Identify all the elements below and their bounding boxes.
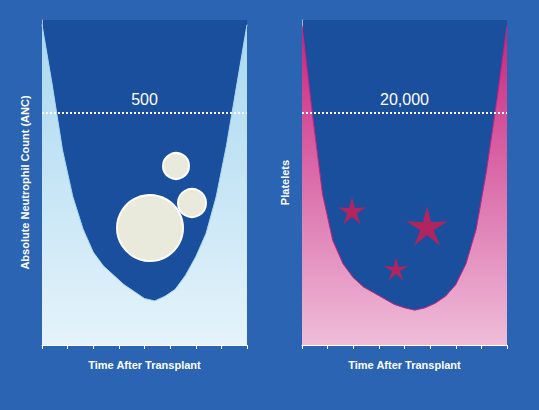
svg-text:500: 500 <box>131 91 158 108</box>
svg-text:Time After Transplant: Time After Transplant <box>348 359 461 371</box>
svg-text:20,000: 20,000 <box>380 91 429 108</box>
svg-text:Absolute Neutrophil Count (ANC: Absolute Neutrophil Count (ANC) <box>19 95 31 269</box>
svg-text:Platelets: Platelets <box>279 160 291 205</box>
svg-text:Time After Transplant: Time After Transplant <box>88 359 201 371</box>
